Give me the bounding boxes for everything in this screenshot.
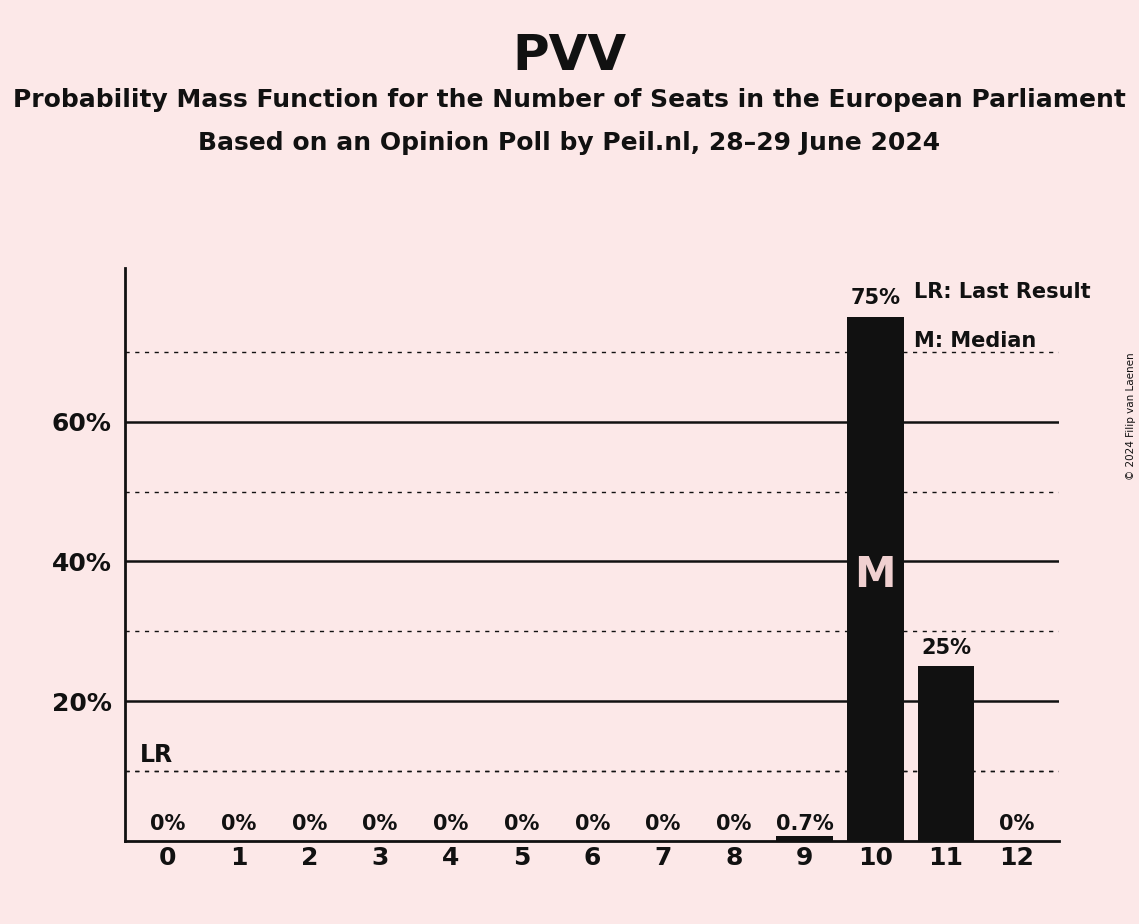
Text: 0%: 0% <box>503 814 539 833</box>
Bar <box>918 666 974 841</box>
Bar <box>847 317 903 841</box>
Text: 0%: 0% <box>433 814 468 833</box>
Bar <box>777 836 833 841</box>
Text: 0.7%: 0.7% <box>776 814 834 833</box>
Text: 25%: 25% <box>921 638 972 658</box>
Text: M: M <box>854 554 896 596</box>
Text: 0%: 0% <box>716 814 752 833</box>
Text: M: Median: M: Median <box>915 331 1036 351</box>
Text: 0%: 0% <box>221 814 256 833</box>
Text: 0%: 0% <box>574 814 611 833</box>
Text: LR: Last Result: LR: Last Result <box>915 282 1091 302</box>
Text: 0%: 0% <box>999 814 1034 833</box>
Text: 0%: 0% <box>362 814 398 833</box>
Text: Probability Mass Function for the Number of Seats in the European Parliament: Probability Mass Function for the Number… <box>13 88 1126 112</box>
Text: 0%: 0% <box>292 814 327 833</box>
Text: 0%: 0% <box>646 814 681 833</box>
Text: © 2024 Filip van Laenen: © 2024 Filip van Laenen <box>1126 352 1136 480</box>
Text: Based on an Opinion Poll by Peil.nl, 28–29 June 2024: Based on an Opinion Poll by Peil.nl, 28–… <box>198 131 941 155</box>
Text: LR: LR <box>139 744 173 768</box>
Text: 75%: 75% <box>851 288 900 309</box>
Text: 0%: 0% <box>150 814 186 833</box>
Text: PVV: PVV <box>513 32 626 80</box>
